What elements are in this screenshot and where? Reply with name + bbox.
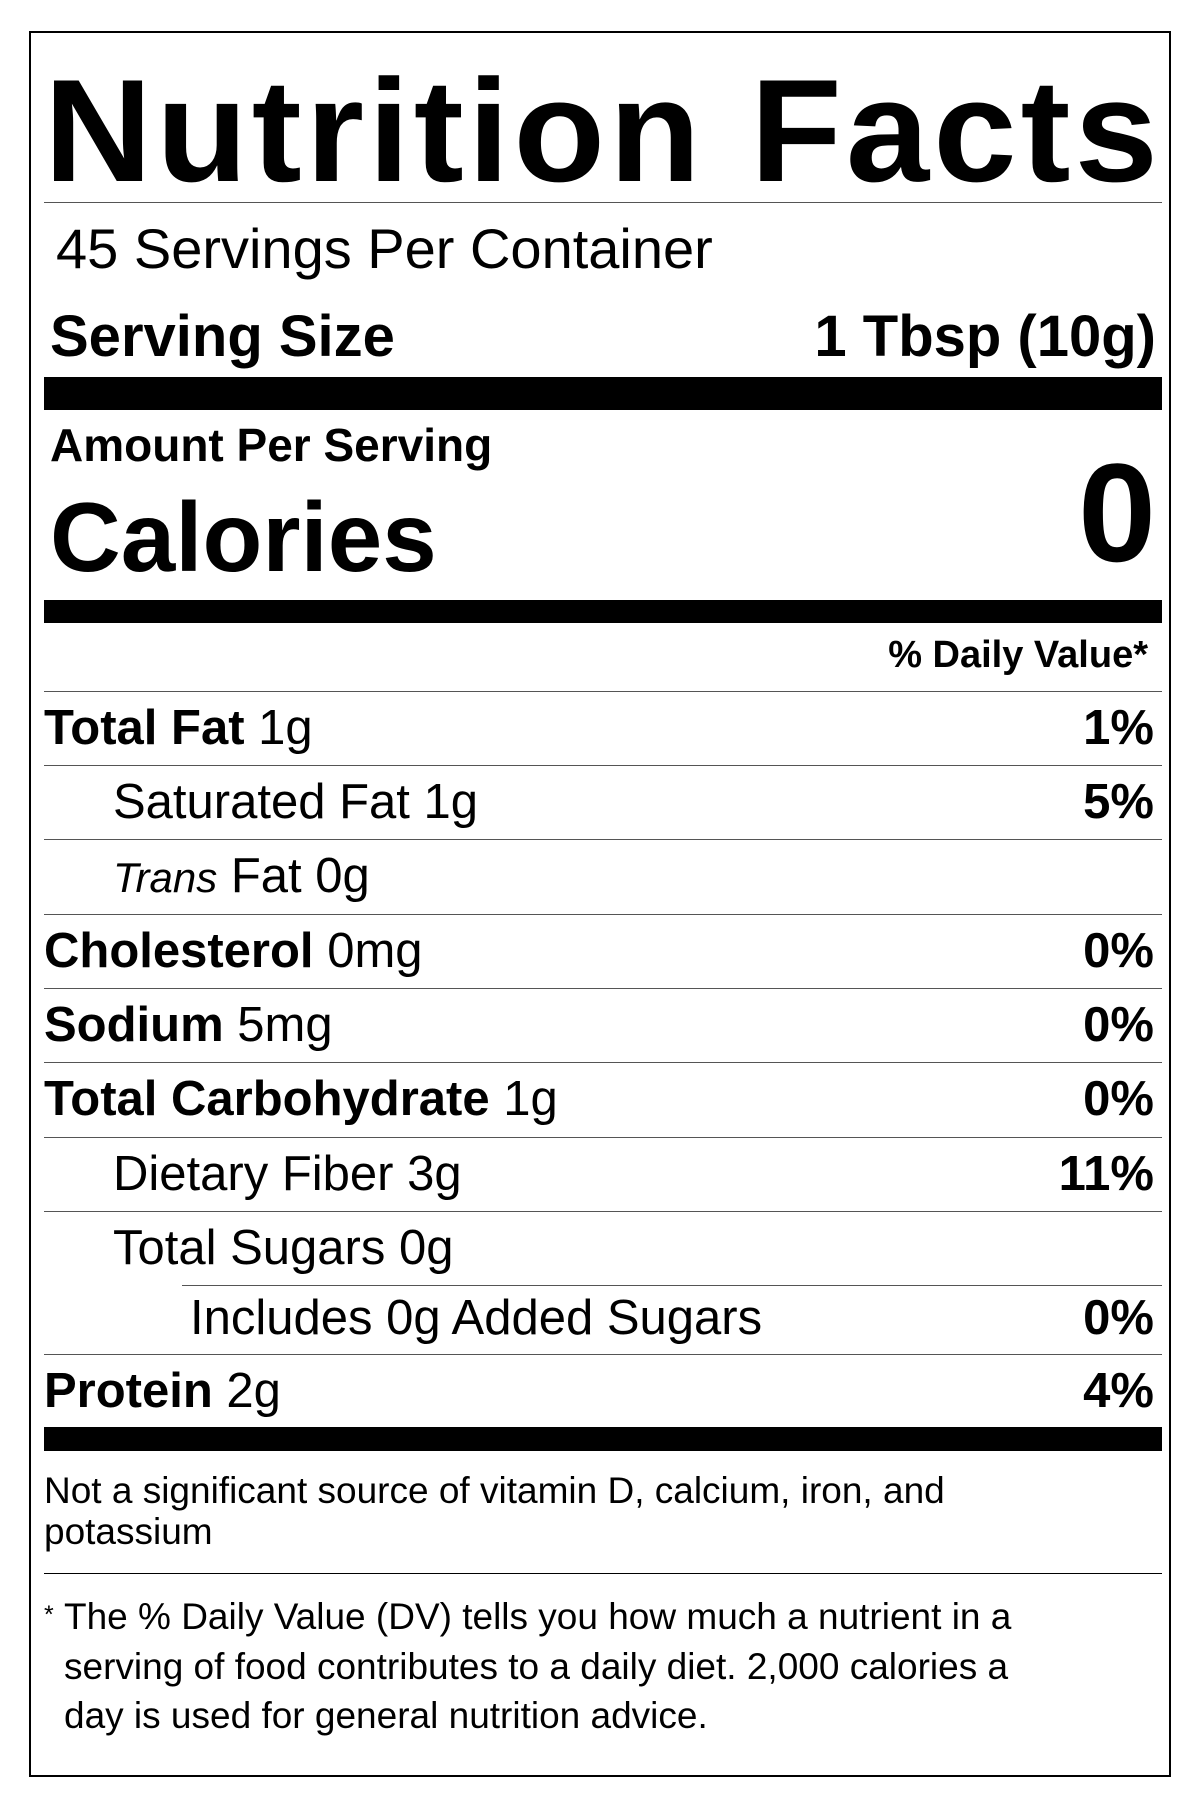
divider: [44, 691, 1162, 692]
nutrient-name: Total Sugars 0g: [113, 1221, 454, 1275]
nutrient-row-dietary-fiber: Dietary Fiber 3g 11%: [44, 1137, 1154, 1211]
daily-value-header: % Daily Value*: [888, 634, 1148, 676]
note-line: Not a significant source of vitamin D, c…: [44, 1470, 945, 1511]
nutrient-amount: 1g: [258, 701, 313, 755]
nutrient-dv: 4%: [1083, 1364, 1154, 1418]
thick-divider: [44, 600, 1162, 623]
divider: [44, 839, 1162, 840]
serving-size-label: Serving Size: [50, 304, 395, 369]
calories-label: Calories: [50, 482, 437, 592]
nutrient-name: Cholesterol: [44, 924, 314, 978]
footnote-asterisk: *: [44, 1601, 54, 1629]
note-line: potassium: [44, 1511, 213, 1552]
nutrient-row-sodium: Sodium 5mg 0%: [44, 988, 1154, 1062]
nutrient-row-cholesterol: Cholesterol 0mg 0%: [44, 914, 1154, 988]
nutrient-name: Saturated Fat 1g: [113, 775, 479, 829]
divider: [44, 1573, 1162, 1574]
nutrient-dv: 5%: [1083, 775, 1154, 829]
divider: [44, 202, 1162, 203]
nutrient-name: Total Fat: [44, 701, 245, 755]
nutrient-amount: 0mg: [327, 924, 423, 978]
divider: [44, 1137, 1162, 1138]
divider: [44, 1211, 1162, 1212]
footnote-line: day is used for general nutrition advice…: [64, 1695, 708, 1736]
nutrient-row-added-sugars: Includes 0g Added Sugars 0%: [44, 1283, 1154, 1353]
divider: [44, 914, 1162, 915]
nutrition-label-border: [29, 31, 1171, 1777]
footnote-line: serving of food contributes to a daily d…: [64, 1645, 1009, 1687]
nutrient-name: Sodium: [44, 998, 224, 1052]
nutrient-row-protein: Protein 2g 4%: [44, 1354, 1154, 1428]
serving-size-value: 1 Tbsp (10g): [814, 304, 1156, 369]
nutrient-name: Total Carbohydrate: [44, 1072, 490, 1126]
divider: [44, 988, 1162, 989]
nutrient-amount: 2g: [226, 1364, 281, 1418]
nutrient-row-trans-fat: Trans Fat 0g: [44, 839, 1154, 913]
nutrient-dv: 1%: [1083, 701, 1154, 755]
footnote-line: The % Daily Value (DV) tells you how muc…: [64, 1596, 1012, 1637]
nutrient-dv: 0%: [1083, 998, 1154, 1052]
nutrient-name-italic: Trans: [113, 854, 218, 901]
nutrient-amount: 5mg: [237, 998, 333, 1052]
divider: [44, 1062, 1162, 1063]
nutrient-name: Protein: [44, 1364, 213, 1418]
calories-value: 0: [1078, 434, 1156, 591]
nutrient-dv: 0%: [1083, 1072, 1154, 1126]
nutrient-dv: 0%: [1083, 924, 1154, 978]
servings-per-container: 45 Servings Per Container: [56, 217, 713, 280]
divider: [182, 1285, 1162, 1286]
nutrient-name: Dietary Fiber 3g: [113, 1147, 462, 1201]
footnote: The % Daily Value (DV) tells you how muc…: [64, 1592, 1011, 1741]
nutrient-row-saturated-fat: Saturated Fat 1g 5%: [44, 765, 1154, 839]
nutrient-dv: 0%: [1083, 1291, 1154, 1345]
nutrient-row-total-fat: Total Fat 1g 1%: [44, 691, 1154, 765]
nutrient-name: Fat 0g: [217, 849, 370, 903]
nutrient-row-total-sugars: Total Sugars 0g: [44, 1211, 1154, 1285]
thick-divider: [44, 1427, 1162, 1451]
micronutrient-note: Not a significant source of vitamin D, c…: [44, 1470, 945, 1552]
divider: [44, 1354, 1162, 1355]
thick-divider: [44, 377, 1162, 410]
nutrient-amount: 1g: [503, 1072, 558, 1126]
nutrient-name: Includes 0g Added Sugars: [190, 1291, 763, 1345]
label-title: Nutrition Facts: [44, 49, 1162, 212]
amount-per-serving: Amount Per Serving: [50, 419, 493, 471]
nutrient-dv: 11%: [1058, 1147, 1154, 1201]
divider: [44, 765, 1162, 766]
nutrient-row-total-carbohydrate: Total Carbohydrate 1g 0%: [44, 1062, 1154, 1136]
